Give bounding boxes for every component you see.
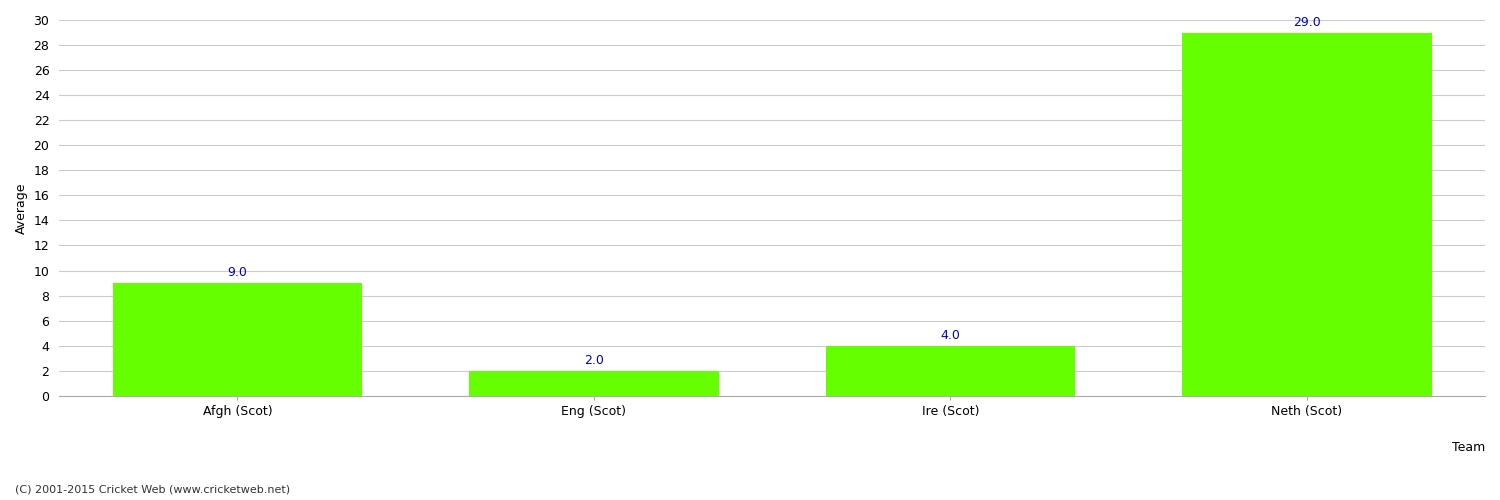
Text: 2.0: 2.0 <box>584 354 604 367</box>
Bar <box>1182 32 1431 396</box>
Text: (C) 2001-2015 Cricket Web (www.cricketweb.net): (C) 2001-2015 Cricket Web (www.cricketwe… <box>15 485 290 495</box>
Text: Team: Team <box>1452 441 1485 454</box>
Bar <box>825 346 1076 396</box>
Y-axis label: Average: Average <box>15 182 28 234</box>
Text: 9.0: 9.0 <box>228 266 248 280</box>
Text: 4.0: 4.0 <box>940 329 960 342</box>
Text: 29.0: 29.0 <box>1293 16 1320 29</box>
Bar <box>112 283 362 396</box>
Bar <box>470 370 718 396</box>
